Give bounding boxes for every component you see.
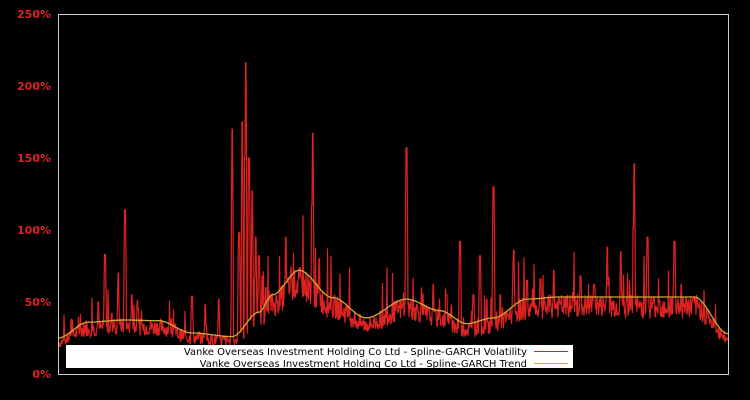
y-tick-label: 100% [17,224,51,237]
legend-label-volatility: Vanke Overseas Investment Holding Co Ltd… [184,347,527,358]
y-tick-label: 200% [17,80,51,93]
legend-label-trend: Vanke Overseas Investment Holding Co Ltd… [200,359,527,370]
legend: Vanke Overseas Investment Holding Co Ltd… [66,345,573,370]
y-tick-label: 0% [32,368,51,381]
y-tick-label: 250% [17,8,51,21]
plot-frame [58,14,729,375]
volatility-series-line [58,62,729,348]
plot-area [57,62,729,348]
y-axis-ticks: 0% 50% 100% 150% 200% 250% [17,8,51,381]
trend-series-line [57,269,729,339]
legend-box [66,345,573,368]
y-tick-label: 150% [17,152,51,165]
y-tick-label: 50% [25,296,51,309]
